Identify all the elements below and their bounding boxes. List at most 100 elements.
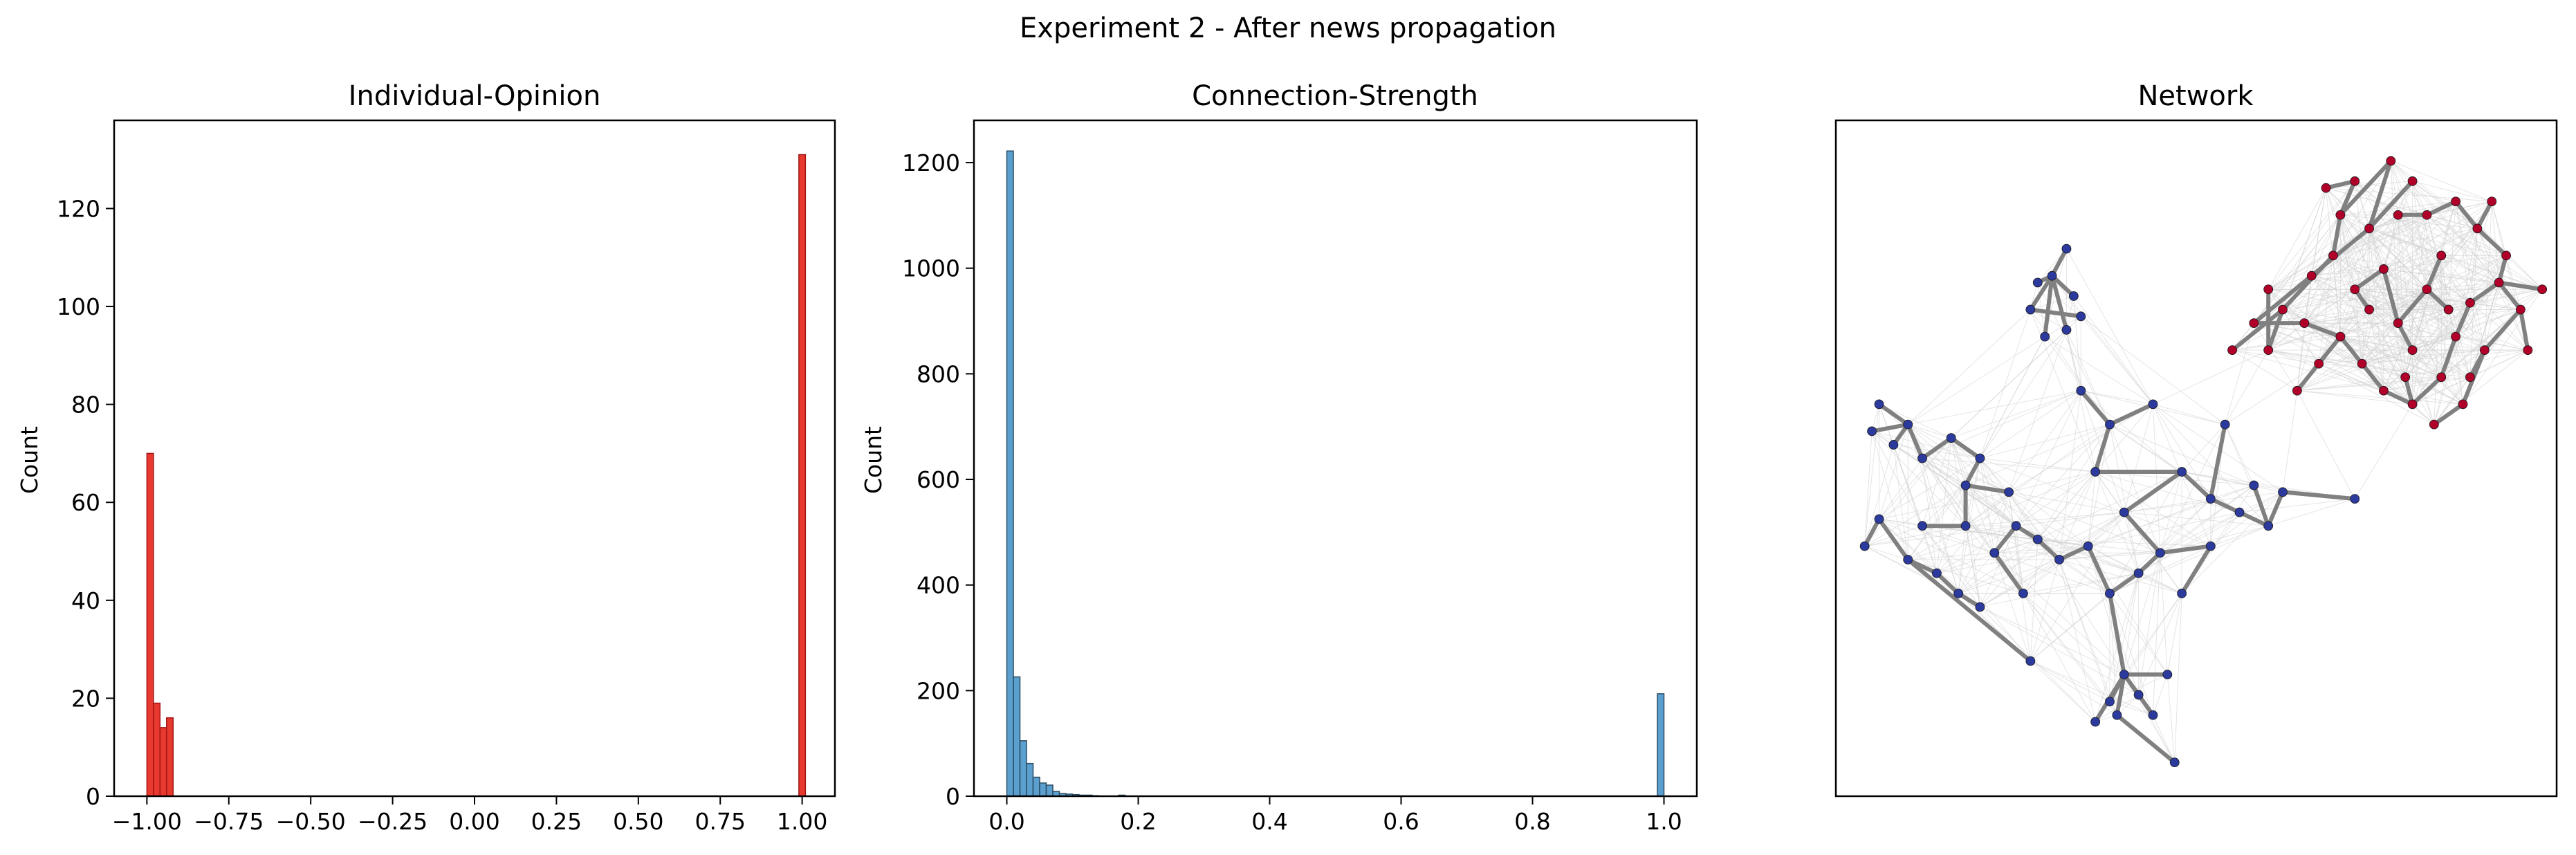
network-node-10 [2227, 345, 2238, 356]
strong-edge-59 [1862, 517, 1882, 549]
strong-edge-1 [2367, 158, 2393, 231]
weak-edge-734 [1965, 512, 2124, 526]
network-node-45 [2443, 304, 2454, 315]
bars-connection-strength [1006, 150, 1665, 797]
network-node-86 [2148, 399, 2158, 410]
weak-edge-557 [1979, 458, 1995, 553]
network-node-80 [2234, 507, 2245, 517]
weak-edge-559 [1980, 458, 2060, 560]
network-node-50 [2061, 324, 2072, 335]
weak-edge-759 [2268, 498, 2355, 526]
y-axis-label-connection-strength: Count [860, 426, 887, 494]
weak-edge-524 [1922, 458, 2009, 493]
strength-y-tick-label-5: 1000 [902, 255, 960, 282]
weak-edge-727 [2124, 498, 2211, 513]
weak-edge-637 [1994, 552, 2125, 675]
network-node-72 [2054, 555, 2064, 564]
weak-edge-258 [2440, 309, 2449, 378]
weak-edge-448 [2326, 187, 2492, 202]
weak-edge-563 [1980, 458, 2096, 472]
strong-edge-90 [1906, 558, 2033, 663]
weak-edge-799 [2030, 661, 2096, 722]
strong-edge-74 [2208, 497, 2242, 515]
strength-bar-15 [1657, 693, 1665, 797]
y-ticks-individual-opinion: 0 20 40 60 80 100 120 [57, 195, 114, 810]
weak-edge-302 [2398, 309, 2521, 324]
weak-edge-533 [1922, 458, 1966, 526]
opinion-y-tick-label-3: 60 [71, 489, 100, 516]
weak-edge-340 [2441, 255, 2543, 290]
weak-edge-622 [1979, 525, 2016, 607]
weak-edge-658 [2030, 539, 2039, 661]
weak-edge-537 [1864, 431, 1873, 546]
weak-edge-590 [1864, 546, 1908, 560]
weak-edge-703 [2138, 512, 2240, 574]
opinion-x-tick-label-7: 0.75 [694, 808, 745, 835]
weak-edge-758 [2153, 403, 2269, 526]
opinion-x-tick-label-5: 0.25 [531, 808, 582, 835]
opinion-y-tick-label-6: 120 [57, 195, 100, 222]
weak-edge-480 [1951, 329, 2067, 439]
strong-edge-7 [2252, 273, 2314, 326]
bars-individual-opinion [146, 154, 807, 797]
weak-edge-728 [2124, 512, 2269, 526]
network-node-88 [2119, 670, 2129, 680]
weak-edge-662 [2059, 552, 2160, 560]
weak-edge-598 [1879, 518, 1995, 553]
weak-edge-2 [2333, 160, 2391, 256]
weak-edge-773 [1965, 424, 2110, 526]
weak-edge-431 [2225, 363, 2319, 425]
weak-edge-776 [1965, 471, 2096, 526]
weak-edge-41 [2412, 181, 2492, 202]
weak-edge-669 [2059, 559, 2117, 715]
weak-edge-807 [1922, 525, 2031, 661]
weak-edge-426 [2368, 309, 2406, 378]
strong-edge-27 [2425, 199, 2458, 217]
weak-edge-150 [2268, 349, 2384, 392]
strong-edge-22 [2454, 199, 2480, 231]
strong-edge-25 [2381, 266, 2400, 326]
strong-edge-47 [2050, 273, 2069, 332]
network-node-74 [2105, 589, 2115, 598]
network-node-40 [2393, 210, 2403, 220]
weak-edge-620 [1958, 526, 1967, 594]
weak-edge-753 [2109, 424, 2240, 513]
network-node-78 [2177, 467, 2187, 477]
weak-edge-715 [2160, 512, 2240, 553]
weak-edge-676 [2088, 512, 2125, 546]
weak-edge-369 [2383, 201, 2456, 270]
network-node-44 [2465, 372, 2475, 383]
weak-edge-765 [2109, 424, 2254, 486]
weak-edge-647 [2016, 471, 2096, 526]
weak-edge-39 [2412, 181, 2427, 215]
weak-edge-447 [2448, 288, 2543, 311]
weak-edge-198 [2326, 187, 2341, 337]
strong-edge-58 [1963, 483, 2012, 495]
network-node-8 [2249, 318, 2259, 329]
network-node-48 [2025, 304, 2036, 315]
strong-edge-57 [1963, 456, 1982, 488]
strong-edge-12 [2338, 334, 2364, 366]
weak-edge-588 [1965, 491, 2009, 526]
weak-edge-465 [2052, 275, 2153, 405]
network-node-89 [2105, 697, 2115, 707]
weak-edge-498 [1879, 403, 1966, 486]
strength-x-tick-label-5: 1.0 [1646, 808, 1682, 835]
strong-edge-6 [2281, 253, 2335, 312]
network-node-12 [2335, 331, 2346, 342]
weak-edge-493 [2073, 295, 2153, 405]
weak-edge-30 [2303, 181, 2413, 324]
weak-edge-614 [1958, 552, 1995, 594]
weak-edge-633 [1994, 539, 2038, 553]
network-node-11 [2299, 318, 2310, 329]
weak-edge-603 [1908, 552, 1995, 560]
panel-individual-opinion: Individual-Opinion Count −1.00 −0.75 −0.50… [16, 80, 836, 835]
weak-edge-445 [2412, 288, 2543, 351]
weak-edge-794 [2138, 593, 2182, 695]
weak-edge-326 [2355, 228, 2478, 290]
weak-edge-0 [2390, 160, 2413, 182]
weak-edge-239 [2297, 390, 2413, 405]
strength-bar-1 [1013, 676, 1021, 797]
weak-edge-764 [2181, 491, 2283, 594]
network-node-82 [2278, 487, 2288, 497]
